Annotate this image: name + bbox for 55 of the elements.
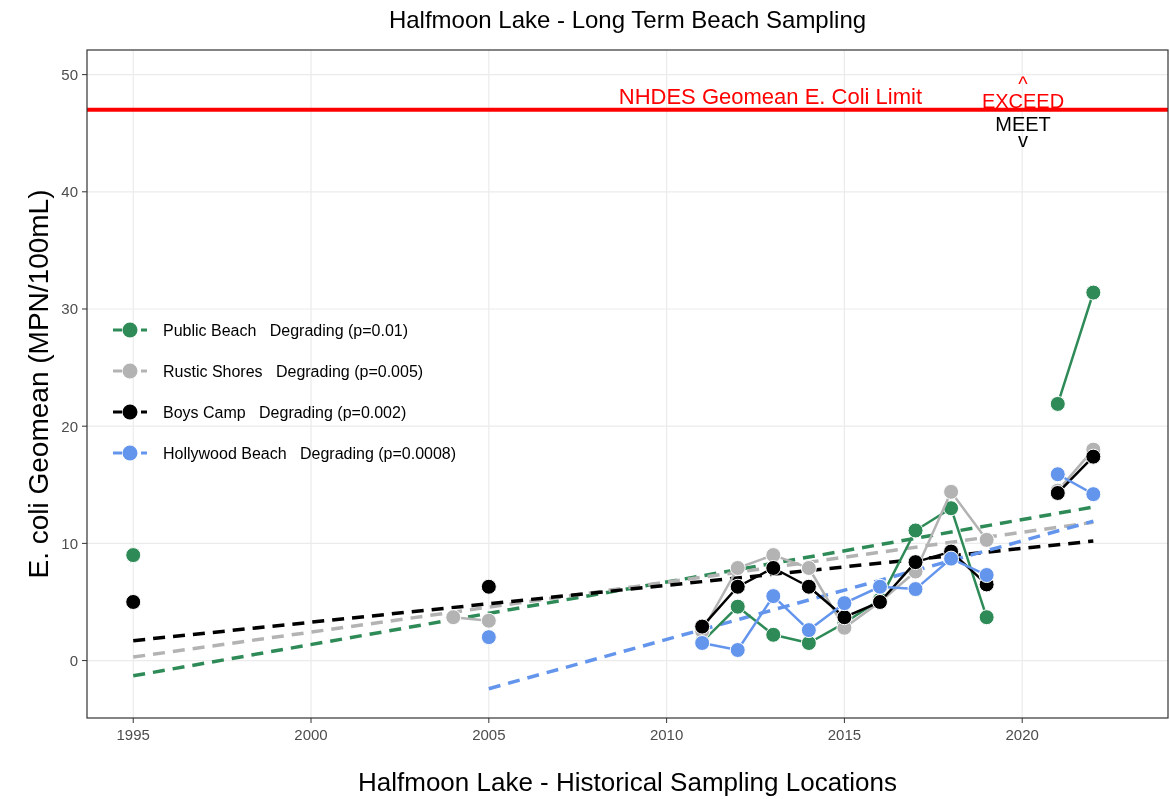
point — [480, 612, 497, 629]
point — [800, 578, 817, 595]
y-tick-label: 50 — [61, 66, 78, 84]
point — [943, 550, 960, 567]
chart-title: Halfmoon Lake - Long Term Beach Sampling — [388, 6, 867, 33]
x-tick-label: 1995 — [116, 726, 150, 743]
point — [978, 567, 995, 584]
legend-label: Rustic Shores Degrading (p=0.005) — [163, 362, 424, 380]
x-tick-label: 2005 — [472, 726, 506, 743]
point — [871, 578, 888, 595]
point — [694, 618, 711, 635]
point — [1085, 284, 1102, 301]
point — [765, 588, 782, 605]
y-tick-label: 20 — [61, 417, 78, 435]
point — [907, 581, 924, 598]
point — [836, 595, 853, 612]
x-tick-label: 2020 — [1005, 726, 1039, 743]
point — [978, 531, 995, 548]
x-tick-label: 2000 — [294, 726, 328, 743]
point — [1085, 486, 1102, 503]
y-axis-title: E. coli Geomean (MPN/100mL) — [23, 189, 54, 579]
point — [907, 554, 924, 571]
point — [1085, 448, 1102, 465]
point — [445, 609, 462, 626]
point — [729, 642, 746, 659]
y-tick-label: 30 — [61, 300, 78, 318]
point — [1049, 395, 1066, 412]
point — [800, 635, 817, 651]
point — [729, 578, 746, 595]
legend-label: Boys Camp Degrading (p=0.002) — [163, 403, 407, 421]
y-tick-label: 0 — [69, 652, 78, 670]
point — [1049, 466, 1066, 483]
x-tick-label: 2010 — [649, 726, 684, 743]
x-axis-title: Halfmoon Lake - Historical Sampling Locations — [357, 767, 898, 797]
point — [729, 559, 746, 576]
legend-label: Public Beach Degrading (p=0.01) — [163, 321, 409, 339]
point — [943, 500, 960, 517]
point — [480, 629, 497, 646]
point — [943, 483, 960, 500]
y-tick-label: 40 — [61, 183, 78, 201]
point — [907, 522, 924, 539]
ref-line-label: NHDES Geomean E. Coli Limit — [618, 83, 922, 109]
point — [729, 598, 746, 615]
point — [800, 622, 817, 639]
point — [125, 593, 142, 610]
legend-label: Hollywood Beach Degrading (p=0.0008) — [163, 444, 457, 462]
point — [765, 559, 782, 576]
point — [125, 547, 142, 564]
x-tick-label: 2015 — [827, 726, 862, 743]
point — [480, 578, 497, 595]
point — [765, 626, 782, 643]
y-tick-label: 10 — [61, 534, 78, 552]
point — [978, 609, 995, 626]
point — [800, 559, 817, 576]
point — [836, 609, 853, 626]
